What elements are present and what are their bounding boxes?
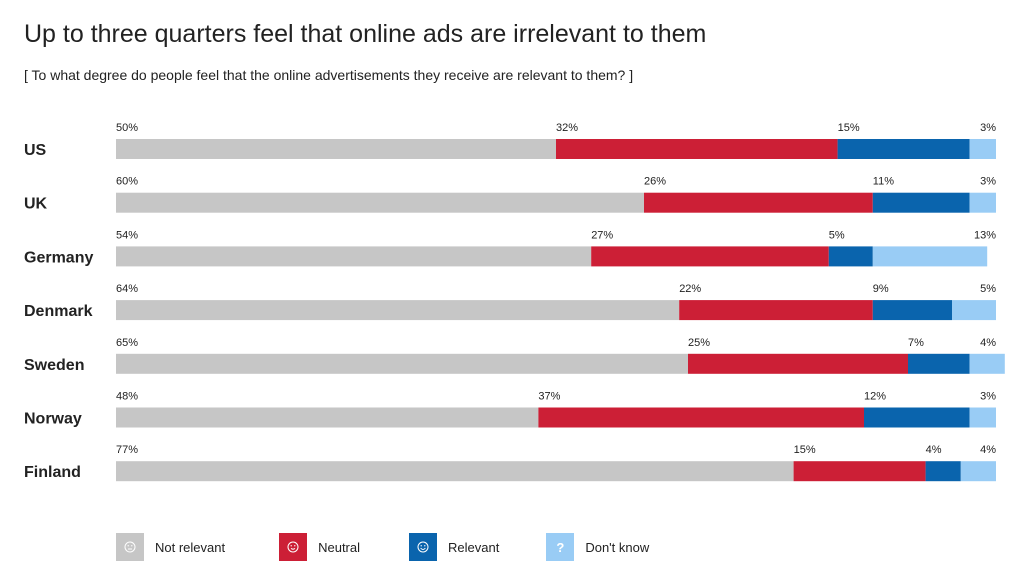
value-label-us-neutral: 32% [556,122,578,134]
value-label-uk-not-relevant: 60% [116,176,138,188]
category-label-us: US [24,142,47,159]
value-label-us-relevant: 15% [838,122,860,134]
value-label-uk-relevant: 11% [873,176,894,188]
bar-finland-not-relevant [116,461,794,482]
category-label-germany: Germany [24,249,93,266]
value-label-denmark-neutral: 22% [679,283,701,295]
value-label-sweden-relevant: 7% [908,337,924,349]
category-label-finland: Finland [24,464,81,481]
legend-label-relevant: Relevant [448,539,500,555]
chart-title: Up to three quarters feel that online ad… [24,20,707,48]
category-label-sweden: Sweden [24,357,84,374]
value-label-us-don-t-know: 3% [980,122,996,134]
value-label-norway-don-t-know: 3% [980,391,996,403]
value-label-germany-relevant: 5% [829,229,845,241]
legend-item-relevant: Relevant [409,533,499,561]
legend-swatch-not-relevant [116,533,144,561]
value-label-denmark-not-relevant: 64% [116,283,138,295]
value-label-norway-not-relevant: 48% [116,391,138,403]
legend: Not relevant Neutral Relevant ? Don't kn… [116,533,649,561]
bar-uk-not-relevant [116,192,644,213]
bar-sweden-neutral [688,353,908,374]
value-label-sweden-not-relevant: 65% [116,337,138,349]
bar-germany-don-t-know [872,246,988,267]
neutral-face-icon [124,541,136,553]
legend-item-dont-know: ? Don't know [546,533,649,561]
bar-norway-neutral [538,407,864,428]
bar-norway-not-relevant [116,407,539,428]
bar-germany-neutral [591,246,829,267]
legend-label-neutral: Neutral [318,539,361,555]
bar-denmark-not-relevant [116,300,680,321]
value-label-finland-neutral: 15% [794,444,816,456]
bar-uk-don-t-know [969,192,996,213]
bar-uk-neutral [644,192,873,213]
value-label-finland-not-relevant: 77% [116,444,138,456]
legend-item-not-relevant: Not relevant [116,533,225,561]
legend-swatch-dont-know: ? [546,533,575,561]
chart-subtitle: [ To what degree do people feel that the… [24,67,634,83]
bar-sweden-relevant [908,353,970,374]
value-label-uk-don-t-know: 3% [980,176,996,188]
bar-germany-relevant [828,246,873,267]
bar-finland-neutral [793,461,926,482]
bar-sweden-don-t-know [969,353,1005,374]
bar-us-relevant [837,139,970,159]
smile-face-icon [287,541,299,553]
bar-us-neutral [556,139,838,159]
legend-swatch-neutral [279,533,308,561]
value-label-us-not-relevant: 50% [116,122,138,134]
bar-sweden-not-relevant [116,353,688,374]
value-label-norway-neutral: 37% [538,391,560,403]
value-label-germany-neutral: 27% [591,229,613,241]
value-label-denmark-don-t-know: 5% [980,283,996,295]
category-label-norway: Norway [24,411,82,428]
category-label-uk: UK [24,196,48,213]
bar-germany-not-relevant [116,246,592,267]
value-label-sweden-don-t-know: 4% [980,337,996,349]
happy-face-icon [417,541,429,553]
bar-uk-relevant [872,192,970,213]
bar-finland-don-t-know [960,461,996,482]
legend-label-not-relevant: Not relevant [155,539,226,555]
legend-swatch-relevant [409,533,438,561]
category-label-denmark: Denmark [24,303,93,320]
bar-denmark-don-t-know [952,300,996,321]
value-label-sweden-neutral: 25% [688,337,710,349]
legend-item-neutral: Neutral [279,533,360,561]
value-label-norway-relevant: 12% [864,391,886,403]
value-label-germany-don-t-know: 13% [974,229,996,241]
value-label-finland-relevant: 4% [926,444,942,456]
bar-us-not-relevant [116,139,556,159]
value-label-denmark-relevant: 9% [873,283,889,295]
question-mark-icon: ? [556,539,565,555]
bar-finland-relevant [925,461,961,482]
bar-us-don-t-know [969,139,996,159]
bar-denmark-neutral [679,300,873,321]
value-label-uk-neutral: 26% [644,176,666,188]
legend-label-dont-know: Don't know [585,539,650,555]
value-label-finland-don-t-know: 4% [980,444,996,456]
bar-norway-relevant [864,407,970,428]
bar-denmark-relevant [872,300,952,321]
bar-norway-don-t-know [969,407,996,428]
value-label-germany-not-relevant: 54% [116,229,138,241]
